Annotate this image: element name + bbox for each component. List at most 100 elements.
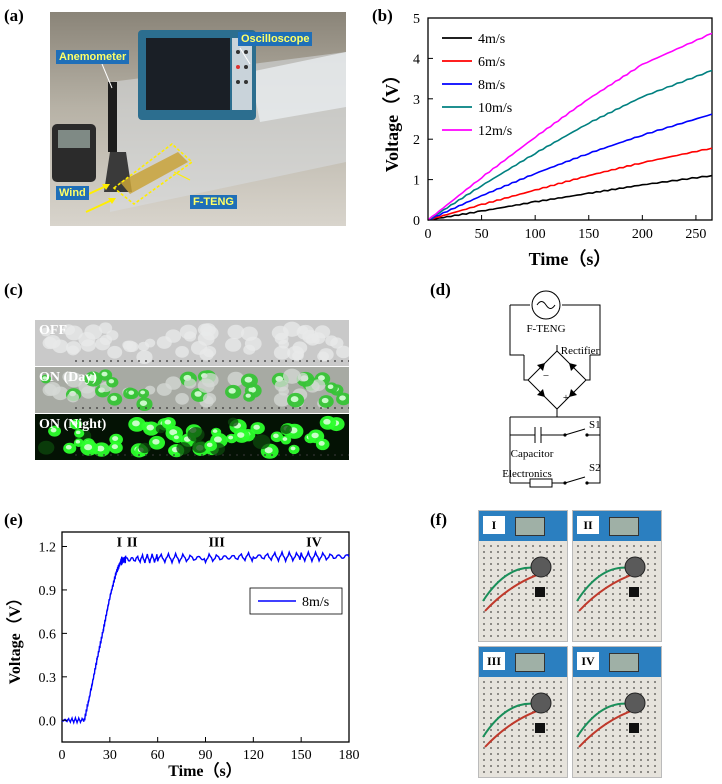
hole	[525, 723, 527, 725]
led-bead	[136, 350, 153, 365]
hole	[626, 611, 628, 613]
hole	[504, 563, 506, 565]
strip-hole	[194, 407, 196, 409]
strip-hole	[187, 454, 189, 456]
hole	[619, 729, 621, 731]
hole	[518, 735, 520, 737]
hole	[497, 765, 499, 767]
hole	[553, 575, 555, 577]
hole	[539, 581, 541, 583]
hole	[546, 741, 548, 743]
led-bead	[107, 345, 123, 359]
strip-hole	[236, 407, 238, 409]
ac-source-icon	[531, 290, 561, 320]
strip-hole	[208, 407, 210, 409]
led-glow	[290, 446, 296, 451]
hole	[612, 699, 614, 701]
led-bead	[325, 335, 338, 347]
chart-b-xtick-label: 200	[632, 227, 653, 242]
strip-hole	[145, 407, 147, 409]
hole	[504, 765, 506, 767]
led-strip-night: ON (Night)	[35, 414, 349, 460]
hole	[560, 747, 562, 749]
led-glow	[111, 444, 118, 450]
strip-hole	[257, 454, 259, 456]
hole	[560, 711, 562, 713]
tag-wind: Wind	[56, 186, 89, 200]
hole	[605, 717, 607, 719]
hole	[626, 693, 628, 695]
hole	[497, 747, 499, 749]
hole	[577, 563, 579, 565]
hole	[654, 723, 656, 725]
hole	[497, 705, 499, 707]
strip-hole	[201, 407, 203, 409]
hole	[633, 747, 635, 749]
hole	[511, 593, 513, 595]
led-glow	[311, 432, 319, 439]
hole	[584, 635, 586, 637]
hole	[654, 741, 656, 743]
strip-hole	[201, 454, 203, 456]
led-glow	[323, 418, 331, 425]
strip-hole	[334, 407, 336, 409]
led-glow	[327, 384, 334, 389]
hole	[560, 759, 562, 761]
chip-component	[629, 723, 639, 733]
hole	[497, 629, 499, 631]
hole	[584, 599, 586, 601]
hole	[483, 587, 485, 589]
hole	[490, 575, 492, 577]
led-bead	[273, 392, 291, 407]
hole	[553, 605, 555, 607]
chart-e-xtick-label: 150	[291, 748, 312, 763]
hole	[605, 551, 607, 553]
chart-b-legend-label: 6m/s	[478, 55, 505, 70]
hole	[497, 563, 499, 565]
hole	[584, 623, 586, 625]
hole	[504, 717, 506, 719]
hole	[647, 629, 649, 631]
hole	[619, 735, 621, 737]
hole	[612, 635, 614, 637]
hole	[647, 557, 649, 559]
led-bead	[240, 326, 258, 341]
chart-e-ytick-label: 0.3	[39, 671, 57, 686]
led-glow	[173, 435, 179, 440]
hole	[497, 557, 499, 559]
hole	[598, 717, 600, 719]
hole	[598, 747, 600, 749]
chip-component	[535, 587, 545, 597]
led-bead	[175, 393, 189, 405]
hole	[525, 557, 527, 559]
hole	[612, 753, 614, 755]
hole	[640, 545, 642, 547]
led-bead	[280, 424, 292, 435]
led-bead	[187, 427, 205, 442]
hole	[640, 593, 642, 595]
hole	[553, 729, 555, 731]
hole	[626, 747, 628, 749]
hole	[591, 635, 593, 637]
hole	[490, 557, 492, 559]
hole	[525, 551, 527, 553]
strip-hole	[159, 454, 161, 456]
hole	[504, 605, 506, 607]
hole	[619, 557, 621, 559]
breadboard-1: I	[478, 510, 568, 642]
led-glow	[140, 390, 146, 395]
hole	[553, 629, 555, 631]
hole	[605, 741, 607, 743]
hole	[598, 705, 600, 707]
hole	[490, 623, 492, 625]
hole	[518, 599, 520, 601]
hole	[504, 581, 506, 583]
hole	[497, 575, 499, 577]
hole	[612, 617, 614, 619]
strip-hole	[89, 454, 91, 456]
hole	[525, 623, 527, 625]
hole	[539, 629, 541, 631]
chart-e-xtick-label: 120	[243, 748, 264, 763]
hole	[654, 735, 656, 737]
hole	[619, 747, 621, 749]
